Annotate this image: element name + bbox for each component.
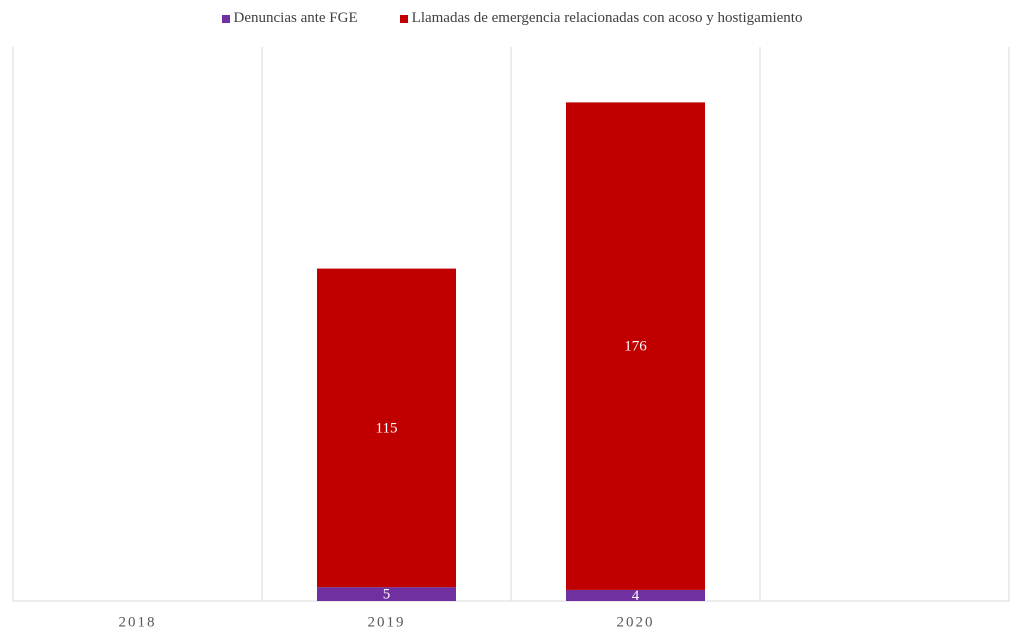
data-label: 115 bbox=[376, 420, 398, 436]
legend: Denuncias ante FGE Llamadas de emergencia… bbox=[0, 10, 1024, 27]
legend-label: Denuncias ante FGE bbox=[233, 10, 358, 26]
data-label: 176 bbox=[624, 339, 647, 355]
legend-item: Llamadas de emergencia relacionadas con … bbox=[399, 10, 803, 27]
x-tick-label: 2020 bbox=[617, 614, 655, 630]
legend-swatch bbox=[221, 14, 230, 23]
bar-segment bbox=[317, 268, 456, 588]
x-tick-label: 2018 bbox=[119, 614, 157, 630]
bar-segment bbox=[566, 589, 705, 601]
bar-segment bbox=[317, 587, 456, 601]
data-label: 5 bbox=[383, 587, 391, 603]
legend-label: Llamadas de emergencia relacionadas con … bbox=[411, 10, 803, 26]
legend-item: Denuncias ante FGE bbox=[221, 10, 358, 27]
bar-segment bbox=[566, 102, 705, 590]
data-label: 4 bbox=[632, 588, 640, 604]
legend-swatch bbox=[399, 14, 408, 23]
x-tick-label: 2019 bbox=[368, 614, 406, 630]
